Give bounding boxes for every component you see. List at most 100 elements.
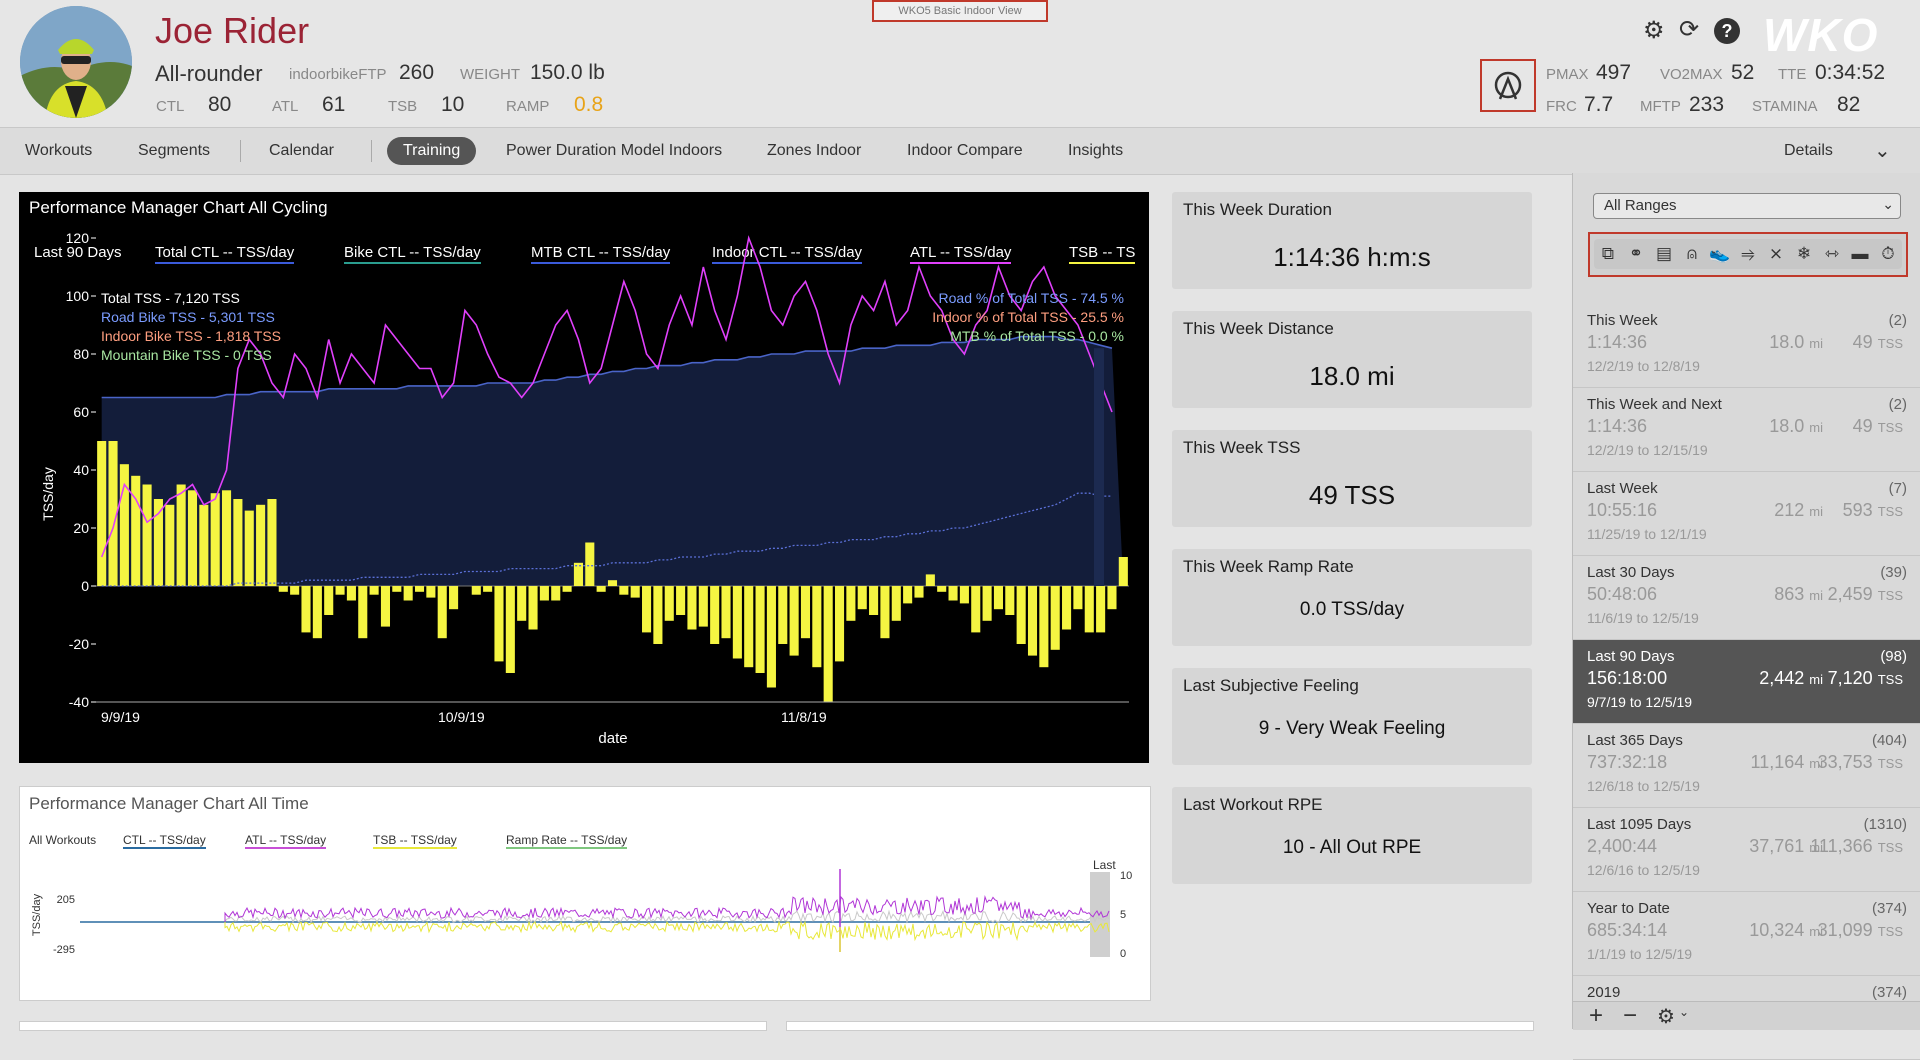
- indoor-bike-icon[interactable]: ⍝: [1686, 244, 1698, 263]
- tab-segments[interactable]: Segments: [138, 142, 211, 159]
- chevron-down-icon[interactable]: ⌄: [1679, 1005, 1690, 1019]
- legend-item[interactable]: TSB -- TS: [1069, 244, 1136, 264]
- legend-item[interactable]: Bike CTL -- TSS/day: [344, 244, 481, 264]
- range-item[interactable]: Last 90 Days (98) 156:18:00 2,442 mi 7,120 T…: [1573, 640, 1920, 724]
- range-item[interactable]: Last 30 Days (39) 50:48:06 863 mi 2,459 TSS 1…: [1573, 556, 1920, 640]
- range-tss: 49 TSS: [1853, 332, 1903, 353]
- shoe-icon[interactable]: ⥤: [1741, 244, 1755, 263]
- range-distance: 18.0 mi: [1713, 416, 1823, 437]
- range-tss-unit: TSS: [1877, 504, 1903, 519]
- range-tss: 7,120 TSS: [1828, 668, 1903, 689]
- tab-insights[interactable]: Insights: [1068, 142, 1124, 159]
- ctl-label: CTL: [156, 98, 185, 115]
- tsb-bar: [630, 586, 640, 598]
- trainer-icon[interactable]: ▤: [1655, 244, 1673, 263]
- tss-summary-right: Road % of Total TSS - 74.5 % Indoor % of …: [932, 289, 1124, 346]
- ramp-label: RAMP: [506, 98, 550, 115]
- legend-item[interactable]: CTL -- TSS/day: [123, 833, 206, 849]
- range-tss-unit: TSS: [1877, 840, 1903, 855]
- tab-calendar[interactable]: Calendar: [269, 142, 334, 159]
- performance-manager-chart-all-time[interactable]: Performance Manager Chart All Time All W…: [19, 786, 1151, 1001]
- ftp-label: indoorbikeFTP: [289, 66, 387, 83]
- tsb-bar: [517, 586, 527, 621]
- tsb-bar: [562, 586, 572, 592]
- tsb-bar: [392, 586, 402, 592]
- tab-indoor-compare[interactable]: Indoor Compare: [907, 142, 1023, 159]
- range-item[interactable]: This Week (2) 1:14:36 18.0 mi 49 TSS 12/2/19 …: [1573, 304, 1920, 388]
- tsb-bar: [744, 586, 754, 668]
- weight-value: 150.0 lb: [530, 61, 605, 85]
- rowing-icon[interactable]: ▬: [1851, 244, 1869, 263]
- tsb-bar: [312, 586, 322, 639]
- chevron-down-icon[interactable]: ⌄: [1874, 140, 1891, 162]
- ski-icon[interactable]: ⨯: [1768, 244, 1784, 263]
- tab-zones-indoor[interactable]: Zones Indoor: [767, 142, 862, 159]
- mftp-value: 233: [1689, 93, 1725, 116]
- athlete-avatar[interactable]: [20, 6, 132, 118]
- legend-item[interactable]: ATL -- TSS/day: [245, 833, 327, 849]
- tss-summary-left: Total TSS - 7,120 TSS Road Bike TSS - 5,3…: [101, 289, 281, 365]
- range-select[interactable]: All Ranges ⌄: [1593, 193, 1901, 219]
- range-count: (374): [1871, 900, 1907, 917]
- legend-item[interactable]: TSB -- TSS/day: [373, 833, 457, 849]
- add-icon[interactable]: +: [1589, 1002, 1604, 1029]
- run-icon[interactable]: 👟: [1709, 244, 1731, 263]
- legend-item[interactable]: ATL -- TSS/day: [910, 244, 1012, 264]
- athlete-header: WKO5 Basic Indoor View Joe Rider All-rou…: [0, 0, 1920, 127]
- gear-icon[interactable]: ⚙: [1657, 1006, 1675, 1028]
- range-tss: 593 TSS: [1843, 500, 1903, 521]
- help-icon[interactable]: ?: [1714, 18, 1740, 44]
- range-duration: 1:14:36: [1587, 332, 1648, 352]
- range-item[interactable]: Last Week (7) 10:55:16 212 mi 593 TSS 11/25/1…: [1573, 472, 1920, 556]
- tsb-bar: [721, 586, 731, 639]
- legend-item[interactable]: Indoor CTL -- TSS/day: [712, 244, 863, 264]
- chevron-down-icon: ⌄: [1882, 196, 1894, 212]
- bottom-panel-left: [19, 1021, 767, 1031]
- y2-tick-label: 10: [1120, 870, 1132, 882]
- strength-icon[interactable]: ⇿: [1824, 244, 1840, 263]
- range-count: (39): [1880, 564, 1907, 581]
- tsb-bar: [449, 586, 459, 610]
- y-tick-label: 120: [66, 230, 90, 246]
- tab-workouts[interactable]: Workouts: [25, 142, 93, 159]
- range-item[interactable]: This Week and Next (2) 1:14:36 18.0 mi 49 TS…: [1573, 388, 1920, 472]
- tsb-bar: [642, 586, 652, 633]
- tsb-bar: [869, 586, 879, 615]
- stopwatch-icon[interactable]: ⏱: [1881, 244, 1895, 263]
- tsb-bar: [437, 586, 447, 639]
- tsb-bar: [1062, 586, 1072, 630]
- legend-item[interactable]: MTB CTL -- TSS/day: [531, 244, 671, 264]
- y-tick-label: 20: [73, 520, 89, 536]
- settings-icon[interactable]: ⚙: [1643, 17, 1665, 44]
- remove-icon[interactable]: −: [1623, 1002, 1638, 1029]
- current-week-highlight: [1094, 348, 1104, 586]
- range-item[interactable]: Last 1095 Days (1310) 2,400:44 37,761 mi 111…: [1573, 808, 1920, 892]
- range-title: 2019: [1587, 984, 1621, 1001]
- tsb-bar: [619, 586, 629, 595]
- metric-card-title: This Week Duration: [1183, 200, 1332, 219]
- tsb-bar: [335, 586, 345, 595]
- indoor-bike-selector[interactable]: [1480, 59, 1536, 112]
- snowflake-icon[interactable]: ❄: [1796, 244, 1812, 263]
- multi-sport-icon[interactable]: ⧉: [1601, 244, 1615, 263]
- range-item[interactable]: Year to Date (374) 685:34:14 10,324 mi 31,09…: [1573, 892, 1920, 976]
- range-dates: 12/6/16 to 12/5/19: [1587, 862, 1700, 878]
- details-toggle[interactable]: Details: [1784, 142, 1833, 159]
- range-count: (7): [1888, 480, 1907, 497]
- bike-icon[interactable]: ⚭: [1628, 244, 1644, 263]
- legend-item[interactable]: Total CTL -- TSS/day: [155, 244, 295, 264]
- range-duration: 10:55:16: [1587, 500, 1658, 520]
- tab-training[interactable]: Training: [387, 137, 477, 165]
- range-duration: 50:48:06: [1587, 584, 1658, 604]
- legend-item[interactable]: Ramp Rate -- TSS/day: [506, 833, 628, 849]
- refresh-icon[interactable]: ⟳: [1679, 16, 1700, 43]
- range-tss-value: 111,366: [1810, 836, 1873, 856]
- tab-power-duration-model[interactable]: Power Duration Model Indoors: [506, 142, 723, 159]
- pmc2-plot: 205 -295 10 5 0 Last TSS/day: [31, 858, 1132, 960]
- tsb-bar: [369, 586, 379, 595]
- performance-manager-chart[interactable]: Performance Manager Chart All Cycling La…: [19, 192, 1149, 763]
- range-item[interactable]: Last 365 Days (404) 737:32:18 11,164 mi 33,7…: [1573, 724, 1920, 808]
- tsb-bar: [710, 586, 720, 644]
- ctl-area: [101, 336, 1124, 586]
- range-distance: 863 mi: [1713, 584, 1823, 605]
